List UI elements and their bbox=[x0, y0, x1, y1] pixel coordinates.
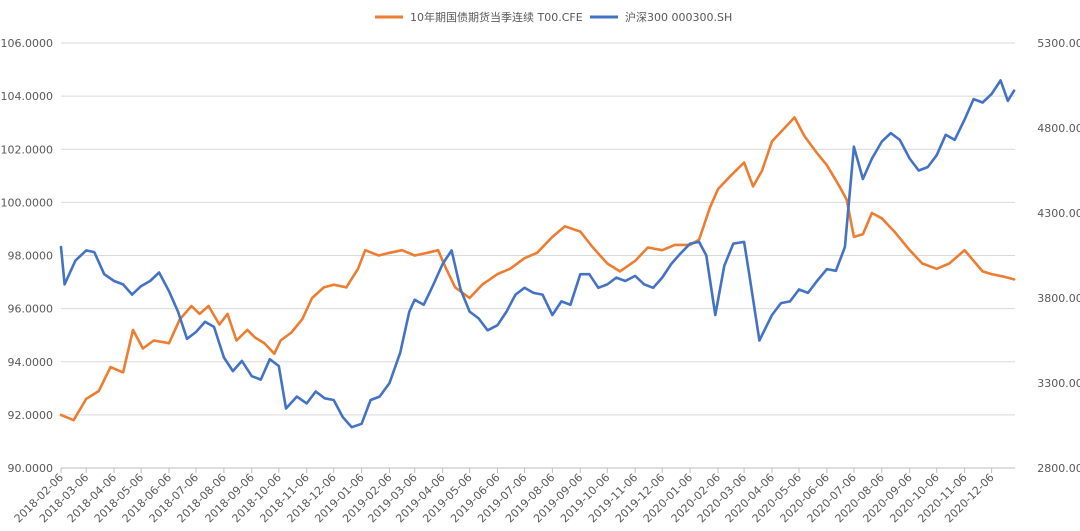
y-left-tick-label: 96.0000 bbox=[8, 303, 54, 316]
y-left-tick-label: 94.0000 bbox=[8, 356, 54, 369]
series-line-2 bbox=[59, 79, 1016, 429]
legend-label-2: 沪深300 000300.SH bbox=[625, 10, 732, 24]
y-right-axis: 2800.0000 3300.0000 3800.0000 4300.0000 4800… bbox=[1037, 37, 1080, 475]
series-lines bbox=[59, 79, 1016, 429]
y-right-tick-label: 3300.0000 bbox=[1037, 377, 1080, 390]
y-right-tick-label: 2800.0000 bbox=[1037, 462, 1080, 475]
gridlines bbox=[61, 42, 1015, 469]
y-left-tick-label: 98.0000 bbox=[8, 250, 54, 263]
y-left-tick-label: 106.0000 bbox=[1, 37, 54, 50]
y-left-axis: 90.0000 92.0000 94.0000 96.0000 98.0000 100.0… bbox=[1, 37, 54, 475]
y-right-tick-label: 4300.0000 bbox=[1037, 207, 1080, 220]
y-left-tick-label: 90.0000 bbox=[8, 462, 54, 475]
legend-label-1: 10年期国债期货当季连续 T00.CFE bbox=[410, 10, 583, 24]
y-right-tick-label: 5300.0000 bbox=[1037, 37, 1080, 50]
y-right-tick-label: 3800.0000 bbox=[1037, 292, 1080, 305]
y-right-tick-label: 4800.0000 bbox=[1037, 122, 1080, 135]
legend: 10年期国债期货当季连续 T00.CFE 沪深300 000300.SH bbox=[375, 10, 732, 24]
series-line-1 bbox=[59, 116, 1016, 422]
y-left-tick-label: 102.0000 bbox=[1, 143, 54, 156]
y-left-tick-label: 92.0000 bbox=[8, 409, 54, 422]
x-axis: 2018-02-062018-03-062018-04-062018-05-06… bbox=[12, 468, 997, 525]
y-left-tick-label: 100.0000 bbox=[1, 196, 54, 209]
y-left-tick-label: 104.0000 bbox=[1, 90, 54, 103]
